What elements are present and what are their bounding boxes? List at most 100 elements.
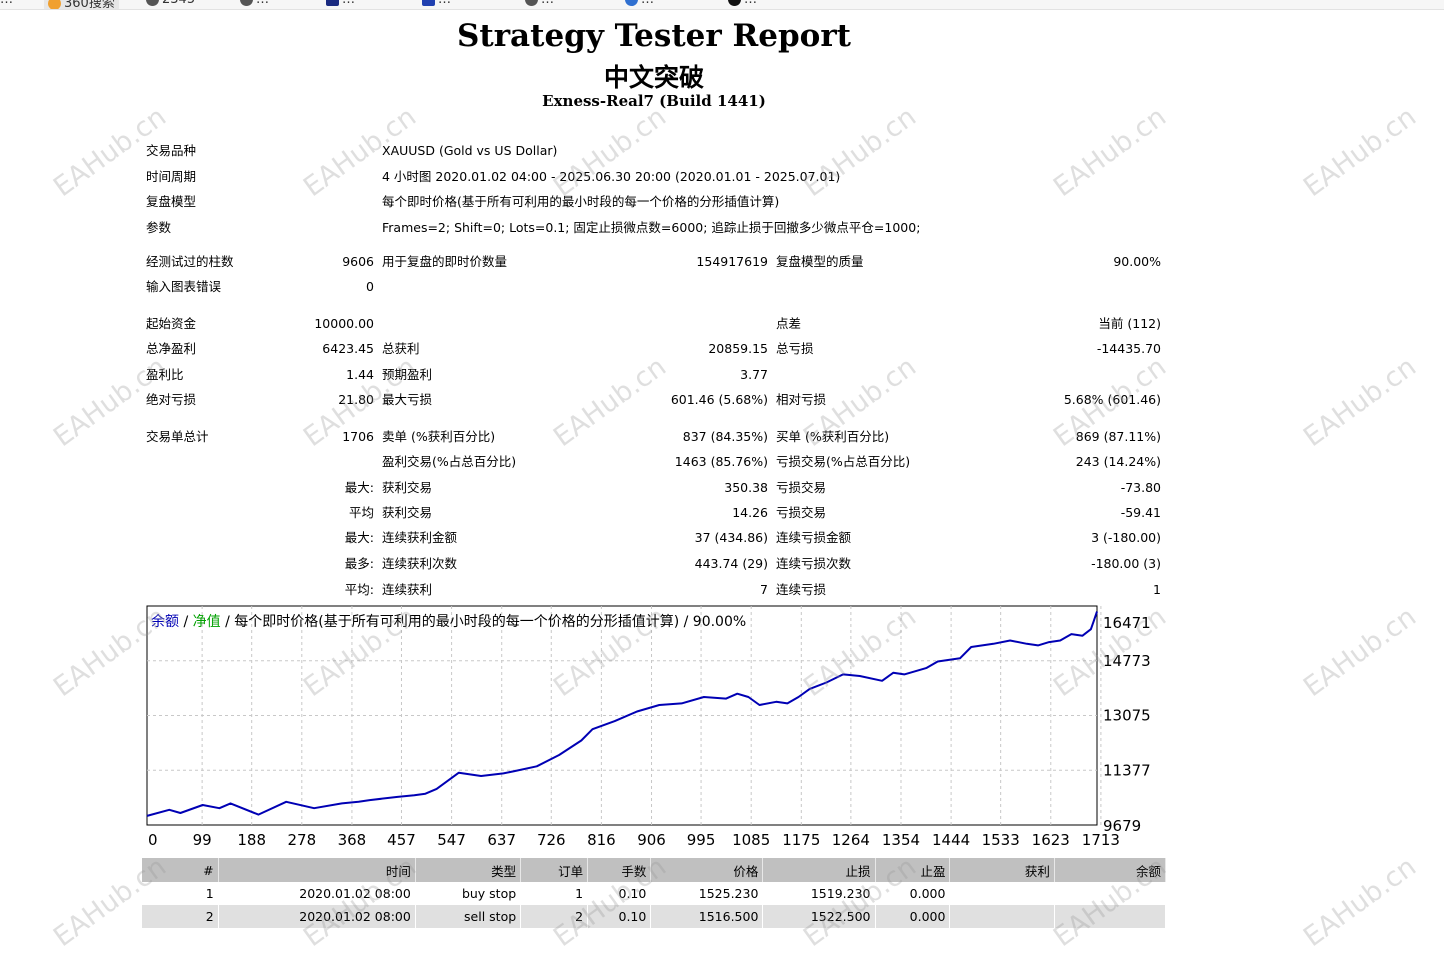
avg-cons-prefix: 平均: [344,582,374,597]
bars-value: 9606 [342,254,374,269]
average-profit-value: 14.26 [732,505,768,520]
cell-type: buy stop [415,882,522,905]
max-drawdown-label: 最大亏损 [382,392,433,407]
table-row: 1 2020.01.02 08:00 buy stop 1 0.10 1525.… [142,882,1167,905]
y-tick-label: 9679 [1103,817,1141,835]
symbol-value: XAUUSD (Gold vs US Dollar) [382,143,558,158]
period-label: 时间周期 [146,169,197,184]
avg-cons-loss-value: 1 [1153,582,1161,597]
net-profit-value: 6423.45 [322,341,374,356]
average-loss-value: -59.41 [1120,505,1161,520]
bookmark-item[interactable]: 360搜索 [44,0,119,10]
cell-index: 2 [142,905,219,928]
avg-cons-profit-value: 7 [760,582,768,597]
col-header-balance[interactable]: 余额 [1054,858,1167,882]
bookmark-item[interactable]: … [422,0,451,7]
symbol-label: 交易品种 [146,143,197,158]
col-header-type[interactable]: 类型 [415,858,522,882]
x-tick-label: 816 [587,831,616,849]
bars-label: 经测试过的柱数 [146,254,234,269]
cell-time: 2020.01.02 08:00 [218,882,416,905]
watermark-text: EAHub.cn [548,101,672,204]
x-tick-label: 99 [193,831,212,849]
cell-balance [1054,882,1167,905]
loss-trades-label: 亏损交易(%占总百分比) [776,454,911,469]
report-title: Strategy Tester Report [457,18,851,54]
max-cons-count-loss-value: -180.00 (3) [1091,556,1161,571]
bookmark-icon [240,0,253,6]
x-tick-label: 0 [148,831,158,849]
max-cons-amount-prefix: 最大: [344,530,374,545]
col-header-profit[interactable]: 获利 [949,858,1055,882]
cell-take-profit: 0.000 [875,882,951,905]
max-cons-amount-profit-value: 37 (434.86) [694,530,768,545]
bookmark-icon [146,0,159,6]
rel-drawdown-label: 相对亏损 [776,392,827,407]
deposit-label: 起始资金 [146,316,197,331]
server-build: Exness-Real7 (Build 1441) [542,92,766,110]
profit-trades-label: 盈利交易(%占总百分比) [382,454,517,469]
net-profit-label: 总净盈利 [146,341,197,356]
x-tick-label: 278 [287,831,316,849]
col-header-order[interactable]: 订单 [520,858,589,882]
bookmark-item[interactable]: … [0,0,13,7]
chart-legend: 余额 / 净值 / 每个即时价格(基于所有可利用的最小时段的每一个价格的分形插值… [151,611,746,631]
average-prefix: 平均 [348,505,374,520]
y-tick-label: 14773 [1103,652,1151,670]
spread-value: 当前 (112) [1098,316,1161,331]
bookmark-item[interactable]: … [728,0,757,7]
watermark-text: EAHub.cn [1298,351,1422,454]
cell-order: 2 [520,905,589,928]
col-header-take-profit[interactable]: 止盈 [875,858,951,882]
col-header-price[interactable]: 价格 [650,858,764,882]
short-trades-value: 837 (84.35%) [682,429,768,444]
bookmark-icon [525,0,538,6]
largest-prefix: 最大: [344,480,374,495]
bookmark-label: 360搜索 [64,0,115,10]
largest-profit-label: 获利交易 [382,480,433,495]
bookmark-label: … [541,0,554,7]
y-tick-label: 13075 [1103,707,1151,725]
bookmark-icon [728,0,741,6]
balance-series-line [146,611,1098,817]
cell-stop-loss: 1519.230 [762,882,876,905]
x-tick-label: 1533 [982,831,1020,849]
col-header-lots[interactable]: 手数 [587,858,652,882]
long-trades-value: 869 (87.11%) [1075,429,1161,444]
period-value: 4 小时图 2020.01.02 04:00 - 2025.06.30 20:0… [382,169,841,184]
legend-model: 每个即时价格(基于所有可利用的最小时段的每一个价格的分形插值计算) / 90.0… [234,614,747,630]
cell-price: 1516.500 [650,905,764,928]
model-value: 每个即时价格(基于所有可利用的最小时段的每一个价格的分形插值计算) [382,194,780,209]
trades-table: # 时间 类型 订单 手数 价格 止损 止盈 获利 余额 1 2020.01.0… [142,858,1167,928]
col-header-stop-loss[interactable]: 止损 [762,858,876,882]
max-drawdown-value: 601.46 (5.68%) [670,392,768,407]
bookmark-label: 2345 [162,0,195,7]
cell-index: 1 [142,882,219,905]
long-trades-label: 买单 (%获利百分比) [776,429,890,444]
total-trades-label: 交易单总计 [146,429,209,444]
col-header-index[interactable]: # [142,858,219,882]
x-tick-label: 1444 [932,831,970,849]
bookmark-label: … [256,0,269,7]
bookmark-item[interactable]: … [525,0,554,7]
report-subtitle: 中文突破 [603,63,704,92]
profit-factor-value: 1.44 [346,367,374,382]
bookmark-item[interactable]: … [625,0,654,7]
x-tick-label: 188 [237,831,266,849]
cell-profit [949,905,1055,928]
bookmark-item[interactable]: … [240,0,269,7]
max-cons-count-prefix: 最多: [344,556,374,571]
loss-trades-value: 243 (14.24%) [1075,454,1161,469]
bookmark-label: … [641,0,654,7]
x-tick-label: 1175 [782,831,820,849]
max-cons-amount-loss-label: 连续亏损金额 [776,530,852,545]
largest-profit-value: 350.38 [724,480,768,495]
max-cons-amount-profit-label: 连续获利金额 [382,530,458,545]
errors-label: 输入图表错误 [146,279,222,294]
col-header-time[interactable]: 时间 [218,858,416,882]
x-tick-label: 1085 [732,831,770,849]
bookmark-item[interactable]: 2345 [146,0,195,7]
cell-lots: 0.10 [587,882,652,905]
bookmark-item[interactable]: … [326,0,355,7]
cell-price: 1525.230 [650,882,764,905]
